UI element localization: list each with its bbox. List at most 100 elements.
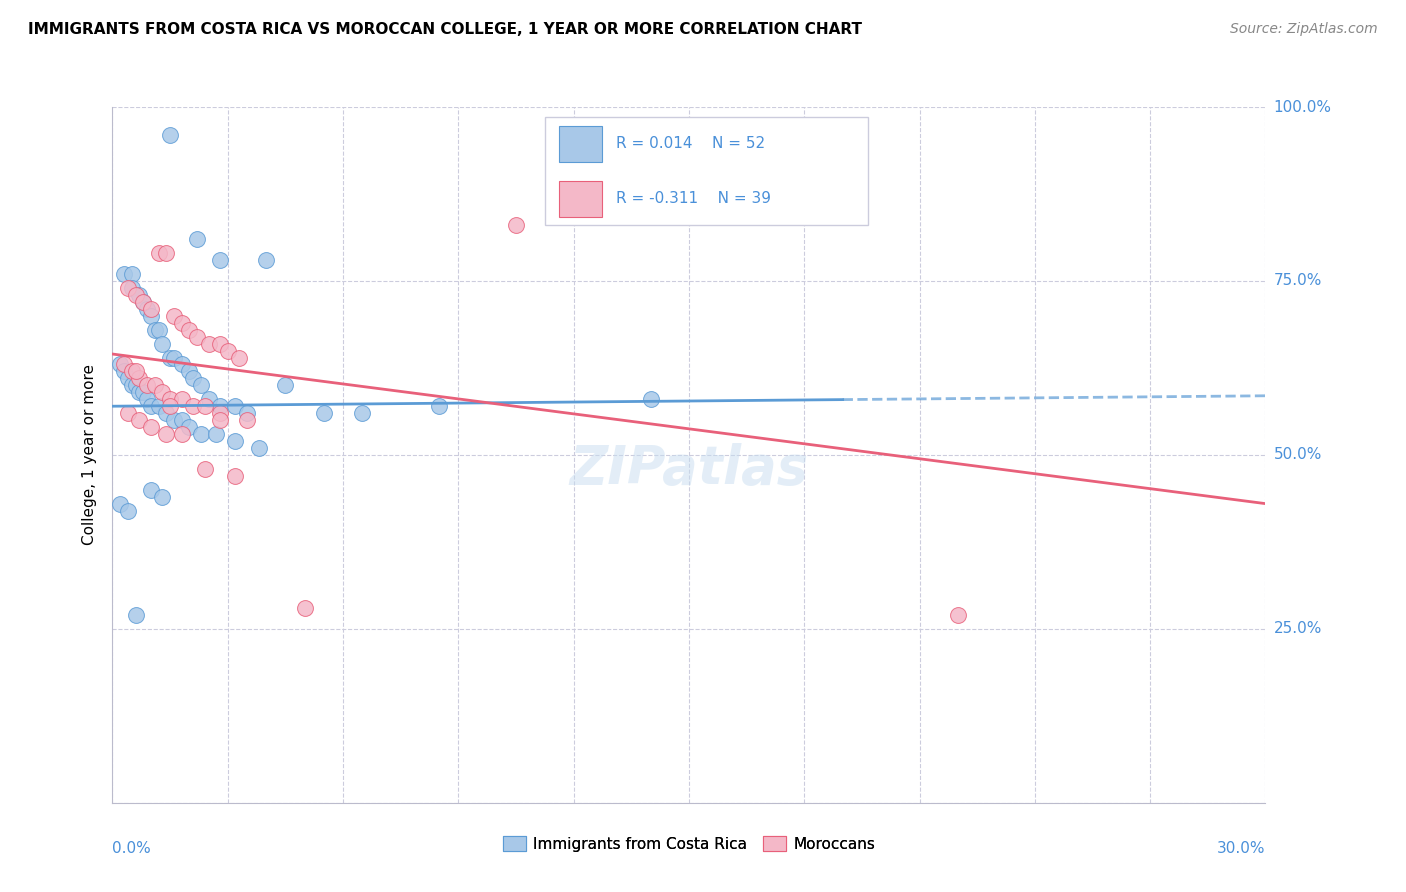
- Text: 50.0%: 50.0%: [1274, 448, 1322, 462]
- Point: [132, 294, 155, 309]
- Point: [179, 323, 201, 337]
- Point: [352, 406, 374, 420]
- Point: [108, 497, 131, 511]
- Point: [224, 468, 246, 483]
- Point: [155, 427, 177, 442]
- Point: [274, 378, 297, 392]
- Point: [155, 246, 177, 260]
- Point: [170, 427, 193, 442]
- Point: [136, 378, 159, 392]
- Point: [170, 358, 193, 372]
- Point: [181, 371, 204, 385]
- Point: [194, 399, 217, 413]
- Point: [247, 441, 270, 455]
- Point: [139, 399, 162, 413]
- Point: [505, 219, 527, 233]
- Text: 25.0%: 25.0%: [1274, 622, 1322, 636]
- Point: [179, 420, 201, 434]
- Point: [186, 232, 208, 246]
- Text: 100.0%: 100.0%: [1274, 100, 1331, 114]
- Point: [132, 294, 155, 309]
- Point: [236, 413, 259, 427]
- Point: [159, 399, 181, 413]
- Point: [152, 490, 174, 504]
- Point: [640, 392, 662, 407]
- Point: [136, 392, 159, 407]
- Point: [163, 413, 186, 427]
- Point: [159, 392, 181, 407]
- Point: [209, 406, 232, 420]
- Point: [139, 309, 162, 323]
- Text: Source: ZipAtlas.com: Source: ZipAtlas.com: [1230, 22, 1378, 37]
- Legend: Immigrants from Costa Rica, Moroccans: Immigrants from Costa Rica, Moroccans: [496, 830, 882, 858]
- Point: [117, 281, 139, 295]
- Point: [209, 399, 232, 413]
- Point: [197, 392, 219, 407]
- Point: [132, 385, 155, 400]
- Point: [224, 434, 246, 448]
- FancyBboxPatch shape: [544, 118, 868, 226]
- Point: [139, 420, 162, 434]
- Point: [163, 309, 186, 323]
- Point: [236, 406, 259, 420]
- Text: 0.0%: 0.0%: [112, 841, 152, 856]
- Point: [217, 343, 239, 358]
- Text: 30.0%: 30.0%: [1218, 841, 1265, 856]
- Point: [136, 301, 159, 316]
- Point: [197, 336, 219, 351]
- Point: [159, 128, 181, 142]
- Text: ZIPatlas: ZIPatlas: [569, 442, 808, 495]
- Point: [209, 253, 232, 268]
- Point: [117, 406, 139, 420]
- Point: [194, 462, 217, 476]
- Point: [128, 413, 150, 427]
- Point: [170, 413, 193, 427]
- Text: IMMIGRANTS FROM COSTA RICA VS MOROCCAN COLLEGE, 1 YEAR OR MORE CORRELATION CHART: IMMIGRANTS FROM COSTA RICA VS MOROCCAN C…: [28, 22, 862, 37]
- Point: [139, 301, 162, 316]
- Point: [128, 385, 150, 400]
- Point: [946, 607, 969, 622]
- Point: [121, 281, 143, 295]
- FancyBboxPatch shape: [558, 126, 602, 162]
- Point: [209, 413, 232, 427]
- Point: [170, 392, 193, 407]
- Point: [128, 288, 150, 302]
- Point: [148, 399, 170, 413]
- Point: [254, 253, 277, 268]
- Point: [148, 323, 170, 337]
- Point: [124, 378, 146, 392]
- Point: [143, 323, 166, 337]
- Point: [117, 503, 139, 517]
- Point: [224, 399, 246, 413]
- Text: R = -0.311    N = 39: R = -0.311 N = 39: [616, 192, 772, 206]
- Point: [124, 607, 146, 622]
- Point: [124, 364, 146, 378]
- Point: [205, 427, 228, 442]
- Point: [228, 351, 250, 365]
- Point: [294, 601, 316, 615]
- Point: [170, 316, 193, 330]
- Point: [159, 351, 181, 365]
- Point: [108, 358, 131, 372]
- Point: [152, 385, 174, 400]
- Point: [190, 378, 212, 392]
- Point: [312, 406, 335, 420]
- Point: [152, 336, 174, 351]
- Point: [186, 329, 208, 343]
- FancyBboxPatch shape: [558, 181, 602, 217]
- Point: [148, 246, 170, 260]
- Point: [179, 364, 201, 378]
- Point: [209, 336, 232, 351]
- Point: [155, 406, 177, 420]
- Point: [121, 364, 143, 378]
- Y-axis label: College, 1 year or more: College, 1 year or more: [82, 365, 97, 545]
- Point: [121, 267, 143, 281]
- Point: [112, 358, 135, 372]
- Point: [117, 371, 139, 385]
- Point: [124, 288, 146, 302]
- Point: [112, 267, 135, 281]
- Point: [190, 427, 212, 442]
- Point: [128, 371, 150, 385]
- Text: 75.0%: 75.0%: [1274, 274, 1322, 288]
- Point: [139, 483, 162, 497]
